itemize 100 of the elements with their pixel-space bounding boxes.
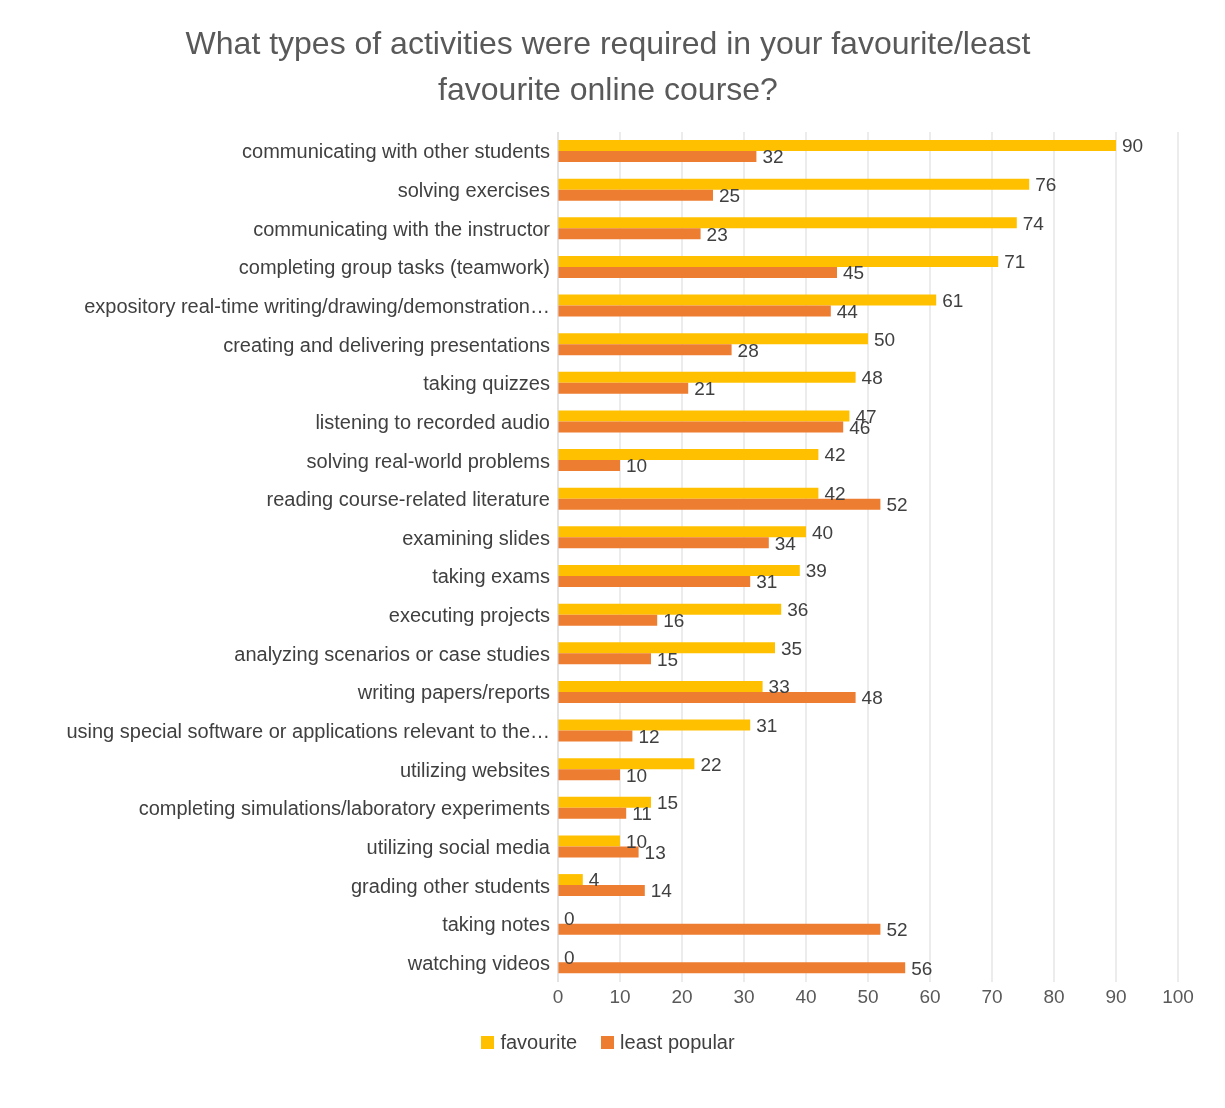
- bar: [558, 255, 999, 267]
- data-label: 12: [638, 725, 660, 747]
- data-label: 31: [756, 571, 778, 593]
- x-tick-label: 60: [919, 986, 941, 1008]
- y-tick-label: utilizing social media: [366, 835, 551, 858]
- bar: [558, 807, 627, 819]
- bar: [558, 603, 782, 615]
- bar: [558, 757, 695, 769]
- bar: [558, 796, 651, 808]
- x-tick-label: 50: [857, 986, 879, 1008]
- data-label: 14: [650, 880, 673, 902]
- bar: [558, 564, 800, 576]
- data-label: 44: [836, 300, 859, 322]
- y-tick-label: grading other students: [350, 874, 550, 897]
- data-label: 48: [861, 687, 883, 709]
- bar: [558, 614, 658, 626]
- bar: [558, 575, 751, 587]
- bar: [558, 537, 769, 549]
- data-label: 42: [824, 482, 846, 504]
- bar: [558, 217, 1017, 229]
- x-tick-label: 10: [609, 986, 631, 1008]
- y-tick-label: utilizing websites: [399, 758, 550, 781]
- data-label: 22: [700, 753, 722, 775]
- bar: [558, 189, 713, 201]
- y-tick-label: executing projects: [388, 603, 550, 626]
- data-label: 15: [657, 791, 679, 813]
- x-tick-label: 40: [795, 986, 817, 1008]
- bar: [558, 642, 775, 654]
- x-tick-label: 20: [671, 986, 693, 1008]
- data-label: 45: [843, 262, 865, 284]
- bar: [558, 305, 831, 317]
- bar: [558, 691, 856, 703]
- bar: [558, 835, 620, 847]
- data-label: 10: [626, 764, 648, 786]
- x-tick-label: 90: [1105, 986, 1127, 1008]
- bar: [558, 266, 837, 278]
- y-tick-label: reading course-related literature: [266, 487, 550, 510]
- data-label: 52: [886, 493, 908, 515]
- bar: [558, 382, 689, 394]
- bar: [558, 294, 937, 306]
- data-label: 34: [774, 532, 797, 554]
- bar: [558, 459, 620, 471]
- data-label: 16: [663, 609, 685, 631]
- bar: [558, 719, 751, 731]
- data-label: 25: [719, 184, 741, 206]
- legend-label: least popular: [619, 1030, 735, 1054]
- bar: [558, 768, 620, 780]
- bar: [558, 139, 1116, 151]
- bar: [558, 846, 639, 858]
- bar: [558, 421, 844, 433]
- data-label: 15: [657, 648, 679, 670]
- data-label: 42: [824, 444, 846, 466]
- bar: [558, 962, 906, 974]
- data-label: 33: [768, 676, 790, 698]
- y-tick-label: completing simulations/laboratory experiments: [138, 797, 550, 820]
- data-label: 21: [694, 377, 716, 399]
- bar: [558, 923, 881, 935]
- data-label: 36: [787, 598, 809, 620]
- bar: [558, 884, 645, 896]
- data-label: 50: [874, 328, 896, 350]
- bar: [558, 178, 1030, 190]
- data-label: 11: [632, 802, 652, 824]
- y-tick-label: analyzing scenarios or case studies: [234, 642, 550, 665]
- y-tick-label: taking notes: [442, 912, 550, 935]
- data-label: 28: [737, 339, 759, 361]
- data-label: 31: [756, 714, 778, 736]
- y-tick-label: solving real-world problems: [306, 449, 550, 472]
- y-tick-label: listening to recorded audio: [315, 410, 550, 433]
- y-tick-label: taking quizzes: [423, 372, 550, 395]
- y-tick-label: solving exercises: [397, 178, 550, 201]
- chart-title: What types of activities were required in your favourite/least favourite online course?: [184, 24, 1032, 110]
- bar: [558, 526, 806, 538]
- data-label: 56: [911, 957, 933, 979]
- x-tick-label: 80: [1043, 986, 1065, 1008]
- y-tick-label: taking exams: [432, 565, 550, 588]
- data-label: 4: [588, 869, 600, 891]
- data-label: 90: [1122, 135, 1144, 157]
- data-label: 61: [942, 289, 964, 311]
- y-tick-label: watching videos: [406, 951, 550, 974]
- data-label: 71: [1004, 251, 1026, 273]
- legend-label: favourite: [499, 1030, 578, 1054]
- bar: [558, 410, 850, 422]
- data-label: 35: [781, 637, 803, 659]
- bar: [558, 653, 651, 665]
- y-tick-label: expository real-time writing/drawing/demonstration…: [84, 294, 550, 317]
- bar: [558, 448, 819, 460]
- y-tick-label: completing group tasks (teamwork): [238, 256, 550, 279]
- bar: [558, 150, 757, 162]
- x-tick-label: 30: [733, 986, 755, 1008]
- bar: [558, 332, 868, 344]
- bar: [558, 487, 819, 499]
- x-tick-label: 70: [981, 986, 1003, 1008]
- data-label: 10: [626, 455, 648, 477]
- data-label: 32: [762, 146, 784, 168]
- bar: [558, 873, 583, 885]
- bar: [558, 730, 633, 742]
- y-tick-label: examining slides: [402, 526, 550, 549]
- data-label: 39: [805, 560, 827, 582]
- data-label: 48: [861, 366, 883, 388]
- y-tick-label: writing papers/reports: [356, 681, 550, 704]
